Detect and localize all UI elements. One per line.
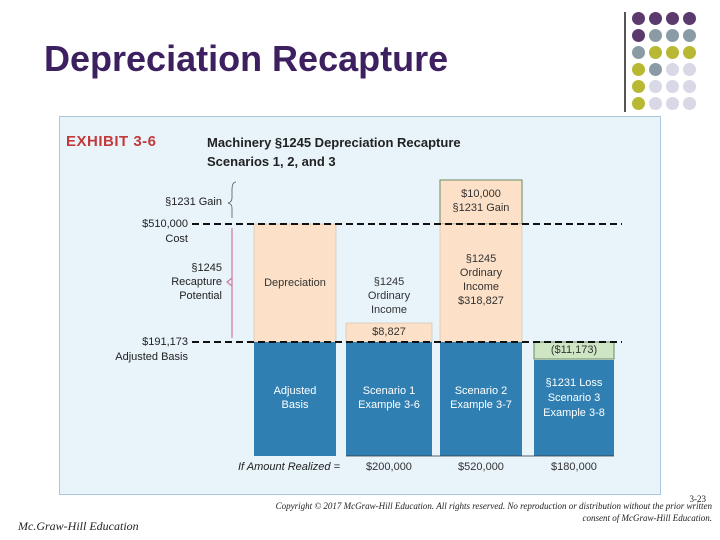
decorative-dot (649, 29, 662, 42)
col4-lower-line3: Example 3-8 (543, 407, 605, 419)
decorative-dot (683, 63, 696, 76)
col3-upper-line1: §1245 (465, 253, 497, 265)
decorative-dot (649, 97, 662, 110)
decorative-dot (666, 80, 679, 93)
col3-upper-line3: Income (462, 281, 500, 293)
decorative-dot (649, 46, 662, 59)
decorative-dot (683, 29, 696, 42)
amount-realized-label: If Amount Realized = (237, 461, 340, 473)
col4-amount: $180,000 (551, 461, 597, 473)
col2-lower-text: Scenario 1 Example 3-6 (346, 384, 432, 412)
col4-lower-text: §1231 Loss Scenario 3 Example 3-8 (534, 376, 614, 421)
col2-amount: $200,000 (366, 461, 412, 473)
gain-label: §1231 Gain (165, 196, 222, 208)
exhibit-label: EXHIBIT 3-6 (66, 133, 157, 150)
col2-upper-line1: §1245 (373, 276, 405, 288)
copyright-notice: Copyright © 2017 McGraw-Hill Education. … (276, 500, 712, 524)
col1-upper-text: Depreciation (264, 277, 326, 289)
recapture-potential-line1: §1245 (191, 262, 222, 274)
col3-upper-text: §1245 Ordinary Income $318,827 (440, 252, 522, 308)
exhibit-title: Machinery §1245 Depreciation Recapture S… (207, 133, 461, 171)
col2-small-box-text: $8,827 (372, 326, 406, 338)
col2-upper-line2: Ordinary (367, 290, 411, 302)
cost-label: Cost (165, 233, 188, 245)
col3-lower-line2: Example 3-7 (450, 399, 512, 411)
decorative-dot (632, 29, 645, 42)
col2-upper-text: §1245 Ordinary Income (346, 275, 432, 317)
col3-upper-line2: Ordinary (459, 267, 503, 279)
recapture-brace-tip (226, 277, 233, 287)
cost-value-label: $510,000 (142, 218, 188, 230)
decorative-dot (632, 63, 645, 76)
decorative-dot (649, 63, 662, 76)
basis-value-label: $191,173 (142, 336, 188, 348)
col3-top-line2: §1231 Gain (452, 202, 510, 214)
copyright-line1: Copyright © 2017 McGraw-Hill Education. … (275, 501, 712, 511)
col4-scenario3-block (534, 360, 614, 456)
col1-adjusted-basis-block (254, 342, 336, 456)
decorative-dot (632, 80, 645, 93)
decorative-dot (683, 46, 696, 59)
basis-label: Adjusted Basis (115, 351, 188, 363)
col3-top-text: $10,000 §1231 Gain (440, 187, 522, 215)
exhibit-title-line2: Scenarios 1, 2, and 3 (207, 154, 336, 169)
publisher-footer: Mc.Graw-Hill Education (18, 519, 139, 533)
col2-lower-line1: Scenario 1 (362, 385, 416, 397)
decorative-dot (666, 12, 679, 25)
copyright-line2: consent of McGraw-Hill Education. (582, 513, 712, 523)
decorative-dot (632, 12, 645, 25)
col1-lower-line2: Basis (281, 399, 309, 411)
decorative-dot (666, 46, 679, 59)
col3-upper-line4: $318,827 (458, 295, 504, 307)
col3-top-line1: $10,000 (461, 188, 501, 200)
col4-loss-box-text: ($11,173) (550, 344, 598, 356)
col3-lower-line1: Scenario 2 (454, 385, 508, 397)
col3-scenario2-block (440, 342, 522, 456)
gain-brace (227, 181, 237, 218)
decorative-dot (632, 97, 645, 110)
col1-depreciation-block (253, 223, 337, 343)
decorative-dot (649, 80, 662, 93)
col4-lower-line2: Scenario 3 (547, 392, 601, 404)
col2-lower-line2: Example 3-6 (358, 399, 420, 411)
col4-lower-line1: §1231 Loss (545, 377, 603, 389)
decorative-dot (666, 63, 679, 76)
recapture-potential-line2: Recapture (171, 276, 222, 288)
decorative-dot (666, 29, 679, 42)
decorative-dot (683, 97, 696, 110)
exhibit-title-line1: Machinery §1245 Depreciation Recapture (207, 135, 461, 150)
decorative-dot (683, 80, 696, 93)
recapture-potential-label: §1245 Recapture Potential (130, 261, 222, 303)
col2-upper-line3: Income (370, 304, 408, 316)
decorative-dot (632, 46, 645, 59)
decorative-divider (624, 12, 626, 112)
col3-lower-text: Scenario 2 Example 3-7 (440, 384, 522, 412)
decorative-dot (683, 12, 696, 25)
col1-lower-text: Adjusted Basis (254, 384, 336, 412)
recapture-potential-line3: Potential (179, 290, 222, 302)
decorative-dot (666, 97, 679, 110)
col1-lower-line1: Adjusted (273, 385, 317, 397)
decorative-dot (649, 12, 662, 25)
col3-amount: $520,000 (458, 461, 504, 473)
col4-loss-box (533, 341, 615, 360)
slide-title: Depreciation Recapture (44, 38, 449, 79)
col2-scenario1-block (346, 342, 432, 456)
page-number: 3-23 (689, 494, 707, 504)
